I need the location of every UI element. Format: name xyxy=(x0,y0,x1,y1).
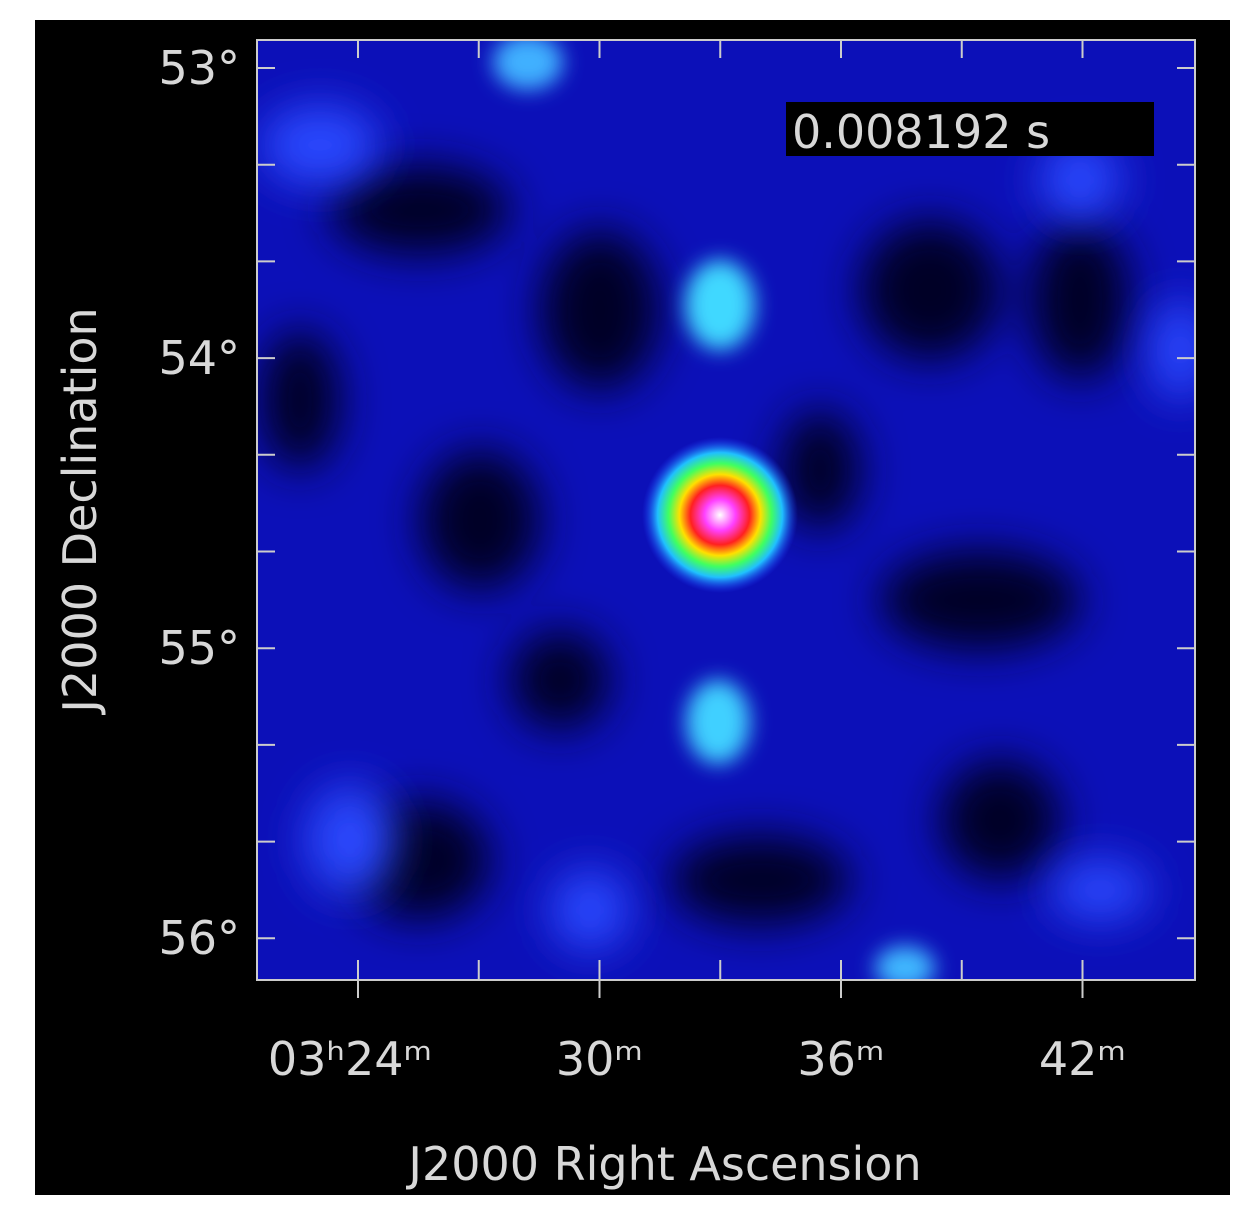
y-tick-label: 53° xyxy=(158,41,240,95)
timestamp: 0.008192 s xyxy=(792,105,1050,159)
y-tick-label: 54° xyxy=(158,331,240,385)
x-axis-label: J2000 Right Ascension xyxy=(405,1137,921,1191)
y-tick-label: 56° xyxy=(158,911,240,965)
sky-image xyxy=(257,34,1210,990)
y-tick-label: 55° xyxy=(158,621,240,675)
x-tick-label: 03ʰ24ᵐ xyxy=(268,1032,432,1086)
x-tick-label: 30ᵐ xyxy=(556,1032,643,1086)
y-axis-label: J2000 Declination xyxy=(53,307,107,715)
figure: 0.008192 s J2000 Right Ascension J2000 D… xyxy=(0,0,1253,1203)
x-tick-label: 36ᵐ xyxy=(797,1032,884,1086)
x-tick-label: 42ᵐ xyxy=(1039,1032,1126,1086)
